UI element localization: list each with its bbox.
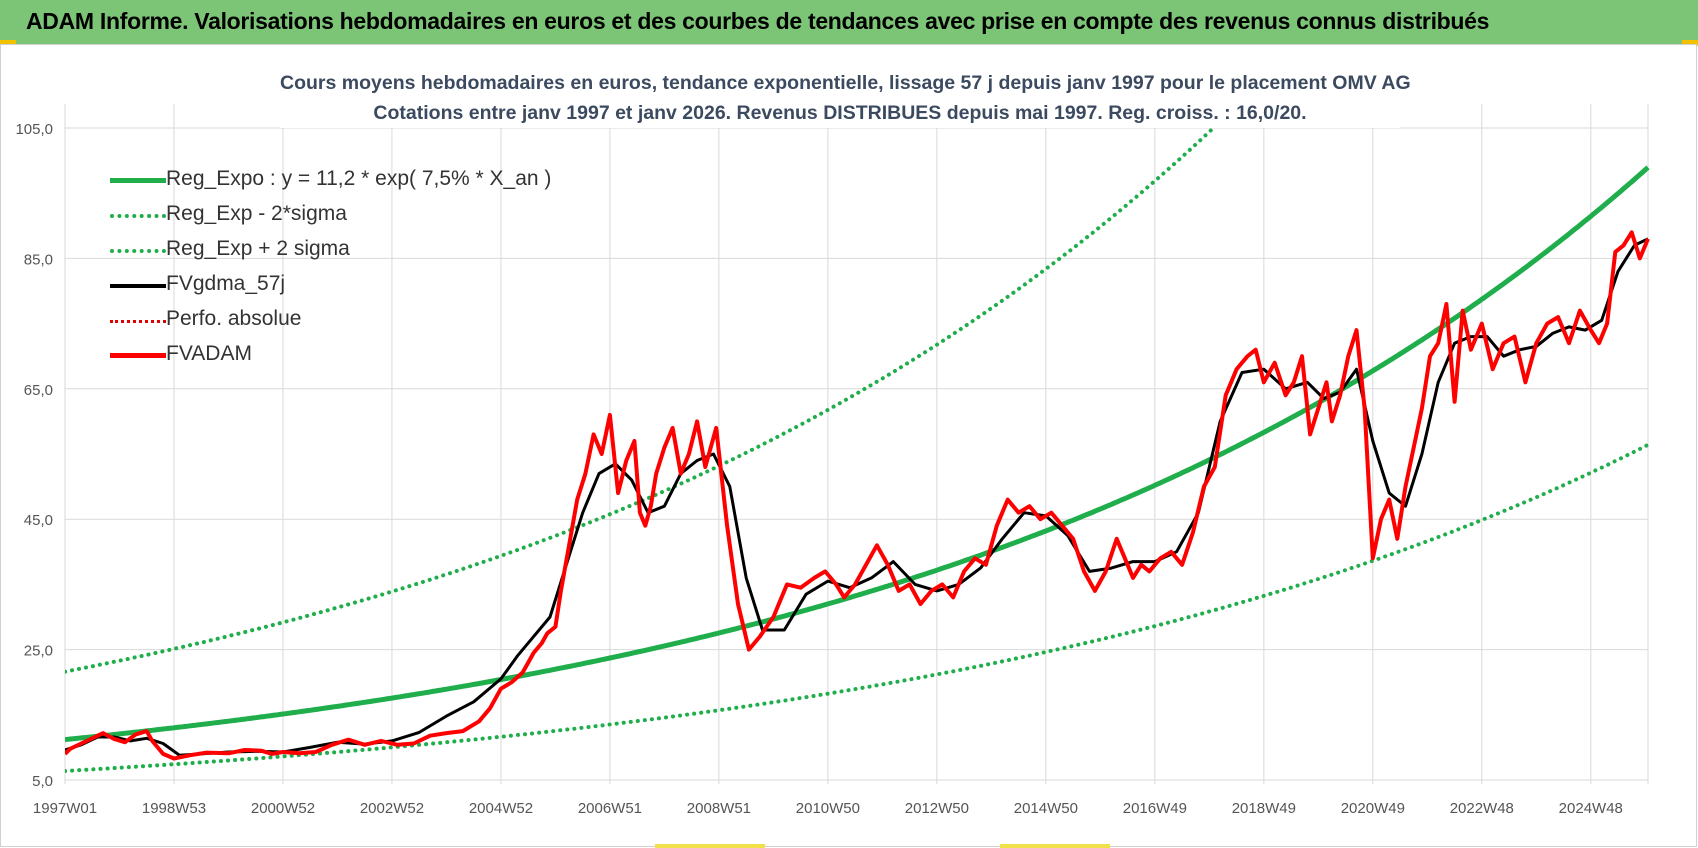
chart-svg: 5,0 25,0 45,0 65,0 85,0 105,0 1997W01 1998W53 2…	[0, 44, 1697, 847]
chart-title-line-1: Cours moyens hebdomadaires en euros, ten…	[280, 72, 1411, 94]
legend-swatch-solid-red	[110, 353, 166, 358]
chart-area: 5,0 25,0 45,0 65,0 85,0 105,0 1997W01 1998W53 2…	[0, 44, 1698, 848]
y-tick-label: 5,0	[32, 773, 53, 790]
banner-title: ADAM Informe. Valorisations hebdomadaire…	[26, 8, 1490, 34]
corner-marker-left	[0, 40, 16, 46]
reg-expo-line	[65, 165, 1650, 743]
x-tick-label: 2000W52	[251, 800, 315, 817]
y-tick-label: 45,0	[24, 512, 53, 529]
fvgdma-57j-line	[65, 237, 1649, 757]
y-tick-label: 65,0	[24, 382, 53, 399]
legend-label: FVgdma_57j	[166, 272, 286, 295]
x-tick-label: 2008W51	[687, 800, 751, 817]
legend-swatch-dotted-green	[110, 249, 166, 253]
x-tick-label: 2018W49	[1232, 800, 1296, 817]
y-tick-label: 105,0	[15, 121, 53, 138]
chart-title: Cours moyens hebdomadaires en euros, ten…	[280, 68, 1411, 128]
legend-label: Perfo. absolue	[166, 307, 302, 330]
legend-swatch-solid-black	[110, 284, 166, 288]
legend-label: Reg_Exp - 2*sigma	[166, 202, 347, 225]
y-tick-label: 25,0	[24, 643, 53, 660]
x-tick-label: 2012W50	[905, 800, 969, 817]
chart-title-line-2: Cotations entre janv 1997 et janv 2026. …	[373, 102, 1307, 124]
x-tick-label: 2004W52	[469, 800, 533, 817]
bottom-tab-marker	[1000, 844, 1110, 848]
reg-exp-plus-2sigma-line	[65, 88, 1258, 674]
legend-label: Reg_Exp + 2 sigma	[166, 237, 350, 260]
fvadam-line	[65, 230, 1650, 761]
legend-label: Reg_Expo : y = 11,2 * exp( 7,5% * X_an )	[166, 167, 552, 190]
x-tick-label: 1998W53	[142, 800, 206, 817]
x-tick-label: 2024W48	[1559, 800, 1623, 817]
x-tick-label: 2016W49	[1123, 800, 1187, 817]
legend-swatch-dotted-red	[110, 320, 166, 323]
reg-exp-minus-2sigma-line	[65, 442, 1650, 773]
chart-border	[0, 44, 1697, 847]
bottom-tab-marker	[655, 844, 765, 848]
legend-label: FVADAM	[166, 342, 252, 365]
x-tick-label: 1997W01	[33, 800, 97, 817]
x-tick-label: 2010W50	[796, 800, 860, 817]
y-tick-label: 85,0	[24, 251, 53, 268]
x-tick-label: 2020W49	[1341, 800, 1405, 817]
x-tick-label: 2022W48	[1450, 800, 1514, 817]
legend-swatch-dotted-green	[110, 214, 166, 218]
legend-swatch-solid-green	[110, 178, 166, 183]
x-tick-label: 2002W52	[360, 800, 424, 817]
x-tick-label: 2014W50	[1014, 800, 1078, 817]
x-tick-label: 2006W51	[578, 800, 642, 817]
corner-marker-right	[1682, 40, 1698, 46]
header-banner: ADAM Informe. Valorisations hebdomadaire…	[0, 0, 1698, 45]
